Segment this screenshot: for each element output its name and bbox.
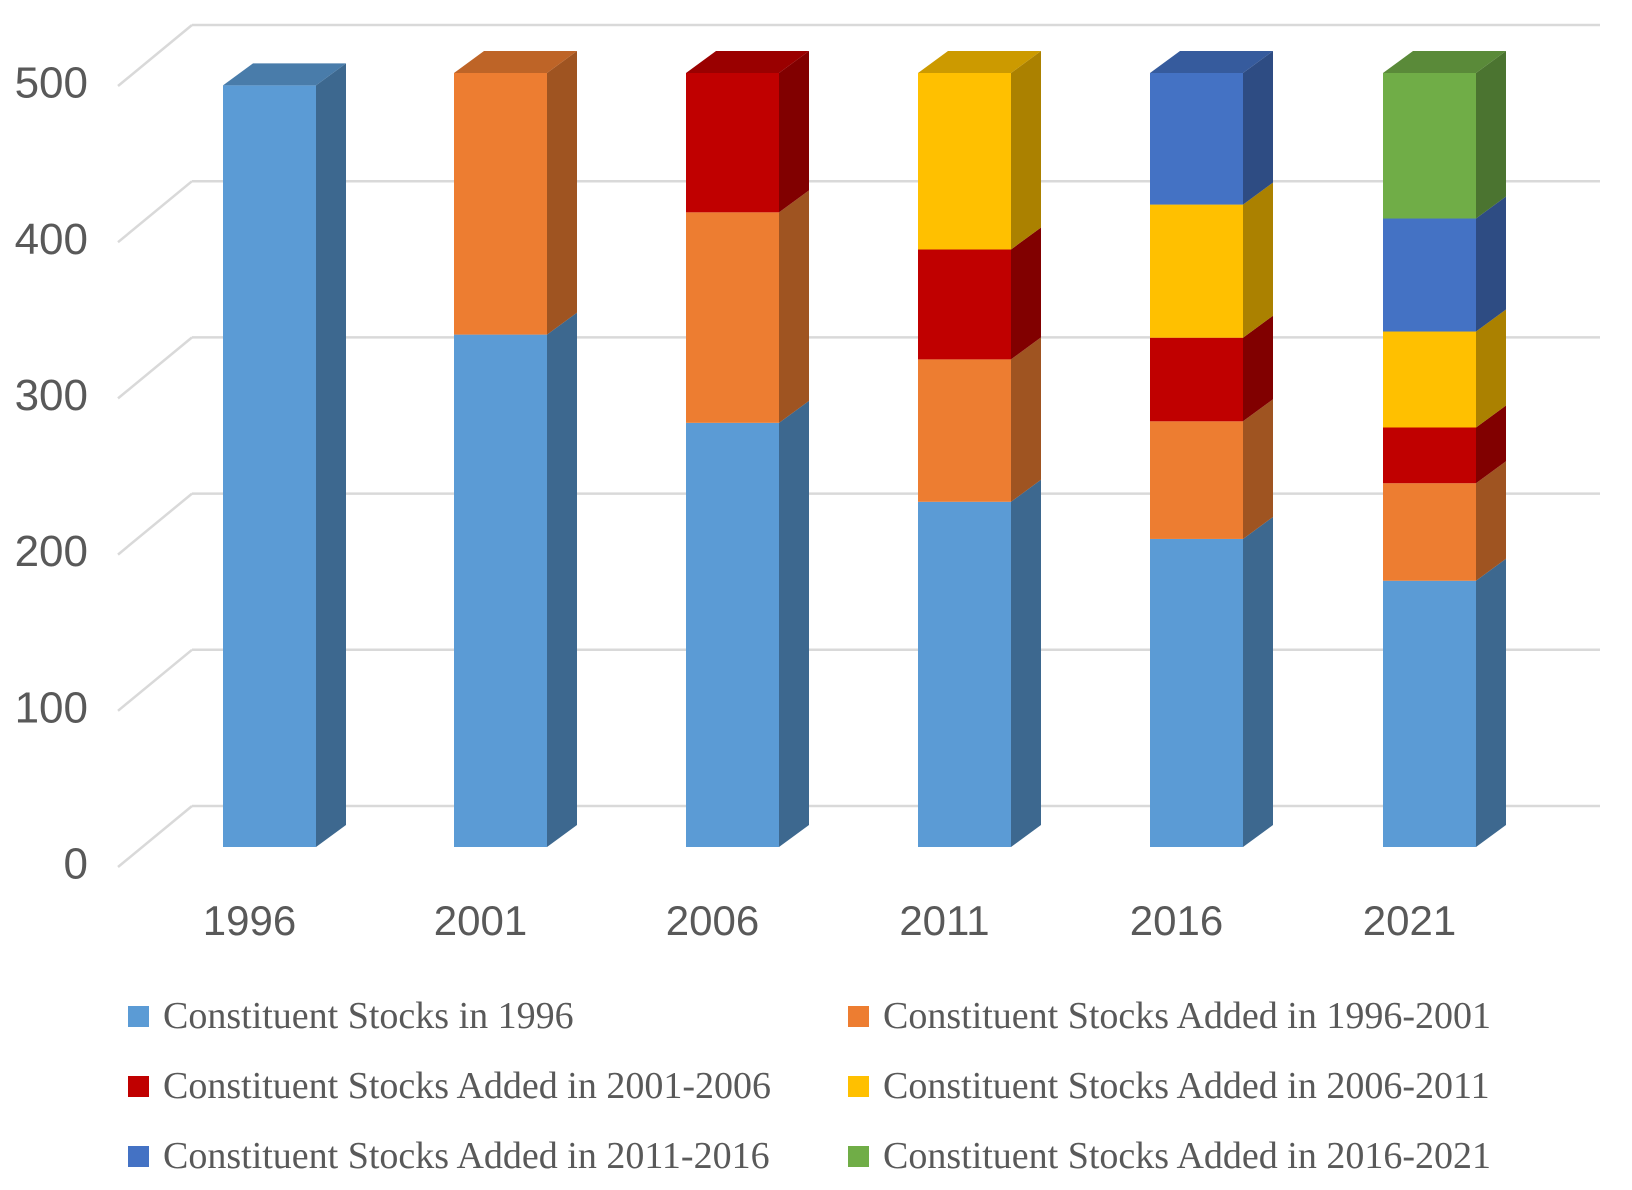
bar-segment-top [1383,51,1506,73]
bar-2016 [1150,51,1273,847]
axis-tick-connector [117,24,193,87]
bar-segment-side [316,63,346,848]
gridlines [117,23,1600,868]
axis-tick-connector [117,336,193,400]
bar-segment [1150,421,1243,539]
bar-segment-side [1243,51,1273,205]
bar-segment-top [454,51,577,73]
bar-segment [454,73,547,335]
bar-segment-side [1243,315,1273,422]
bar-segment-side [1011,337,1041,502]
bar-segment [686,212,779,423]
bar-segment-top [1150,51,1273,73]
bar-segment-top [918,51,1041,73]
bar-2006 [686,51,809,847]
bar-segment [1383,483,1476,581]
x-tick-label: 2001 [434,897,527,944]
bar-segment [918,359,1011,502]
bar-segment [1383,73,1476,219]
axis-tick-connector [117,492,193,556]
x-tick-label: 2021 [1363,897,1456,944]
bar-segment [1150,204,1243,338]
bar-segment-top [223,63,346,86]
bar-segment [1150,337,1243,422]
bar-2011 [918,51,1041,847]
bar-segment-side [1011,227,1041,360]
bar-2021 [1383,51,1506,847]
bar-2001 [454,51,577,847]
bar-segment-side [1476,196,1506,332]
bar-segment [454,334,547,847]
bar-segment-top [686,51,809,73]
x-tick-label: 2006 [666,897,759,944]
x-axis-labels: 1996 2001 2006 2011 2016 2021 [203,897,1456,944]
bar-segment-side [547,51,577,335]
bar-segment [1383,427,1476,484]
y-tick-label: 0 [64,840,88,889]
bar-segment-side [547,312,577,847]
y-tick-label: 500 [15,59,88,108]
bar-segment [686,422,779,847]
bar-segment-side [1476,558,1506,847]
bar-segment-side [1476,309,1506,428]
bar-segment-side [1476,51,1506,219]
x-tick-label: 1996 [203,897,296,944]
bar-segment-side [1011,479,1041,847]
axis-tick-connector [117,180,193,244]
bar-segment-side [779,51,809,213]
bar-segment-side [779,190,809,423]
bar-segment [223,85,316,847]
bar-segment-side [779,400,809,847]
bar-segment-side [1476,461,1506,581]
x-tick-label: 2011 [899,897,989,944]
y-axis-labels: 0 100 200 300 400 500 [15,59,88,889]
bar-segment [1383,580,1476,847]
y-tick-label: 200 [15,527,88,576]
y-tick-label: 300 [15,371,88,420]
bar-segment [686,73,779,213]
bar-segment-side [1243,399,1273,539]
bar-segment [1150,538,1243,847]
bar-segment [1383,331,1476,428]
y-tick-label: 100 [15,683,88,732]
y-tick-label: 400 [15,215,88,264]
axis-tick-connector [117,805,193,868]
bar-segment [1383,218,1476,332]
bar-segment-side [1476,405,1506,484]
bar-segment-side [1243,516,1273,847]
axis-tick-connector [117,648,193,712]
bar-segment-side [1243,182,1273,338]
bar-segment [918,73,1011,250]
bar-1996 [223,63,346,848]
bar-segment [1150,73,1243,205]
x-tick-label: 2016 [1130,897,1223,944]
bar-segment-side [1011,51,1041,250]
bars [223,51,1506,848]
bar-segment [918,501,1011,847]
bar-segment [918,249,1011,360]
